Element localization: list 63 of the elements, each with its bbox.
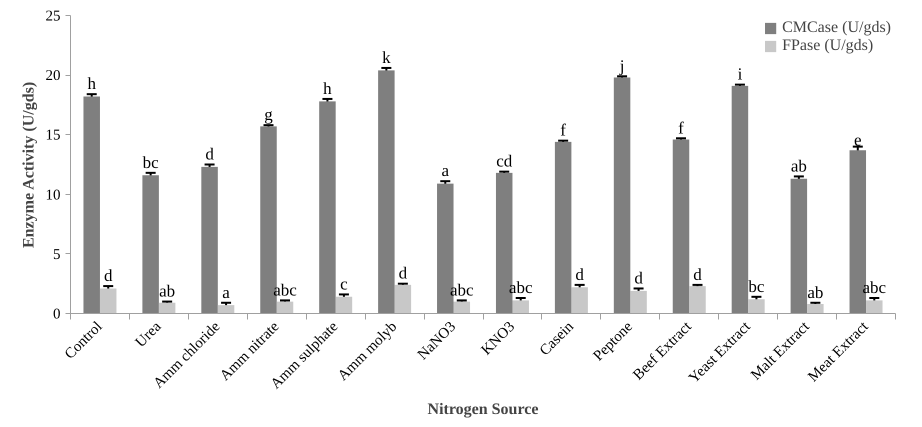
data-label: abc bbox=[273, 280, 298, 300]
y-tick-label: 10 bbox=[46, 187, 60, 204]
bar bbox=[142, 175, 159, 314]
data-label: c bbox=[340, 274, 348, 294]
data-label: cd bbox=[496, 152, 513, 171]
bar bbox=[571, 287, 588, 314]
data-label: ab bbox=[807, 282, 824, 302]
bar bbox=[554, 142, 572, 314]
bar bbox=[689, 286, 706, 314]
bar bbox=[866, 300, 883, 314]
bar bbox=[614, 77, 630, 314]
data-label: abc bbox=[450, 280, 474, 300]
y-tick-label: 0 bbox=[53, 306, 60, 322]
bar bbox=[630, 290, 647, 314]
bar bbox=[319, 101, 336, 314]
data-label: d bbox=[634, 268, 644, 288]
data-label: abc bbox=[862, 278, 887, 298]
data-label: k bbox=[382, 48, 392, 67]
legend-label: FPase (U/gds) bbox=[782, 37, 874, 55]
data-label: i bbox=[738, 64, 743, 84]
y-tick-label: 20 bbox=[46, 68, 60, 84]
bar bbox=[336, 296, 352, 314]
bar bbox=[100, 288, 116, 314]
data-label: h bbox=[323, 78, 332, 98]
bar bbox=[454, 302, 470, 314]
bar bbox=[201, 166, 218, 314]
data-label: abc bbox=[508, 278, 533, 298]
bar bbox=[512, 300, 529, 314]
data-label: bc bbox=[142, 152, 160, 172]
bar bbox=[807, 304, 824, 314]
data-label: ab bbox=[790, 156, 807, 176]
bar bbox=[218, 305, 234, 314]
legend-label: CMCase (U/gds) bbox=[782, 19, 891, 37]
data-label: a bbox=[442, 161, 450, 180]
data-label: f bbox=[560, 120, 566, 140]
data-label: f bbox=[678, 118, 684, 138]
y-tick-label: 5 bbox=[53, 246, 60, 263]
bar bbox=[732, 86, 748, 314]
bar bbox=[83, 96, 100, 314]
data-label: e bbox=[854, 130, 862, 150]
data-label: h bbox=[87, 74, 96, 94]
data-label: d bbox=[398, 264, 408, 283]
y-tick-label: 25 bbox=[46, 8, 60, 24]
bar bbox=[158, 302, 176, 314]
bar bbox=[378, 70, 395, 314]
y-axis-title: Enzyme Activity (U/gds) bbox=[20, 82, 38, 248]
bar bbox=[276, 302, 294, 314]
bar bbox=[672, 139, 690, 314]
data-label: d bbox=[693, 264, 702, 284]
bar bbox=[790, 178, 808, 314]
data-label: d bbox=[104, 266, 113, 286]
x-tick-label: Urea bbox=[132, 318, 165, 351]
bar bbox=[394, 284, 412, 314]
data-label: d bbox=[205, 144, 214, 164]
data-label: ab bbox=[159, 282, 176, 301]
x-axis-title: Nitrogen Source bbox=[428, 400, 538, 418]
data-label: bc bbox=[748, 276, 765, 296]
bar bbox=[748, 299, 765, 314]
data-label: j bbox=[618, 56, 624, 76]
data-label: g bbox=[264, 105, 274, 124]
y-tick-label: 15 bbox=[46, 128, 60, 144]
data-label: a bbox=[222, 282, 230, 302]
data-label: d bbox=[575, 264, 584, 284]
